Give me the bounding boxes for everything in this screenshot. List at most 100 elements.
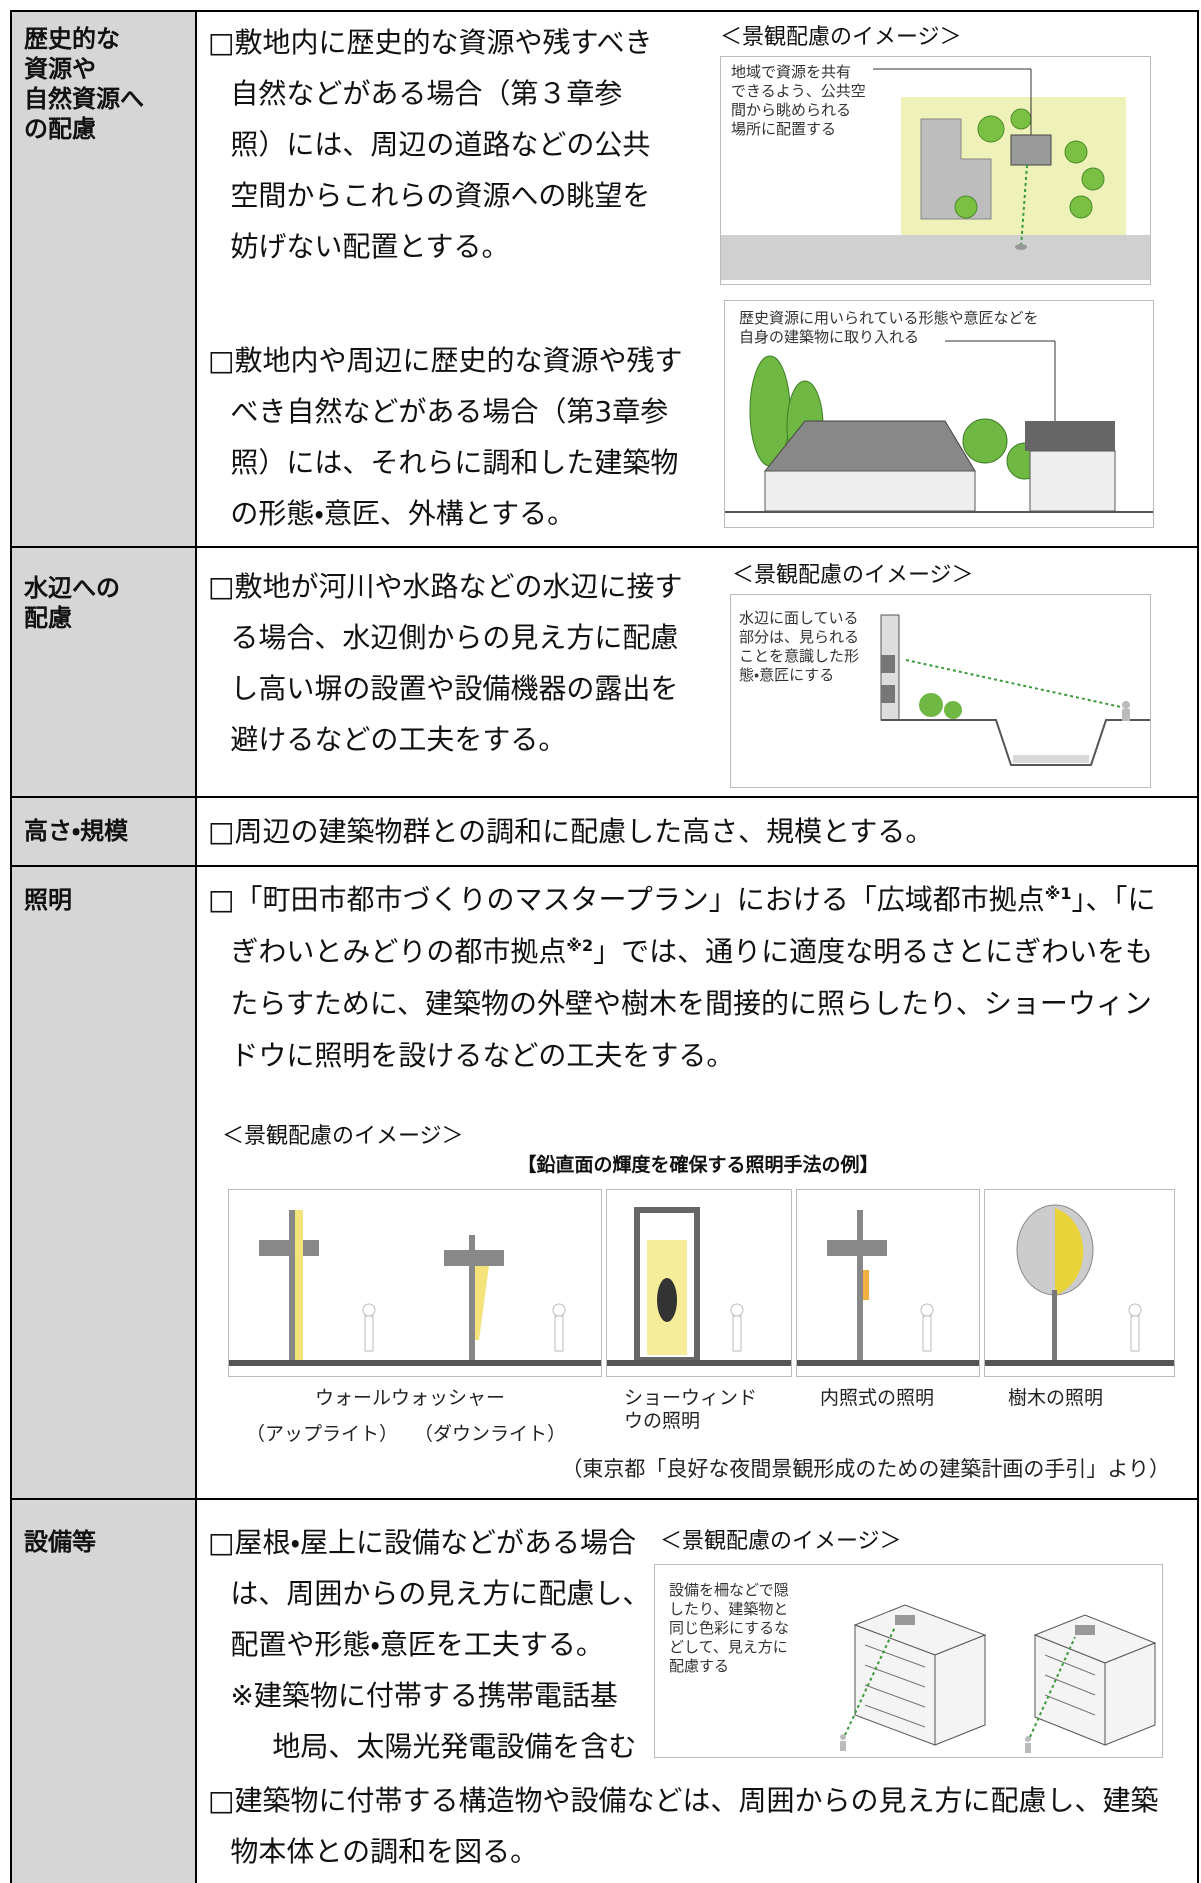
text-line: 歴史資源に用いられている形態や意匠などを	[739, 309, 1039, 327]
item: □敷地が河川や水路などの水辺に接する場合、水辺側からの見え方に配慮 し高い塀の設置…	[208, 561, 682, 765]
illustration	[229, 1210, 601, 1366]
text-line: 資源や	[24, 55, 96, 83]
row-heading: 照明	[24, 885, 72, 915]
text-line: 場所に配置する	[731, 120, 837, 138]
panel-label: 樹木の照明	[1008, 1387, 1103, 1410]
text-line: 地域で資源を共有	[731, 63, 852, 81]
text-line: 内照式の照明	[820, 1387, 935, 1409]
text-line: 水辺に面している	[739, 609, 859, 627]
illustration	[797, 1210, 979, 1366]
figure-label: 歴史資源に用いられている形態や意匠などを 自身の建築物に取り入れる	[739, 309, 1039, 347]
text-line: る場合、水辺側からの見え方に配慮	[230, 621, 679, 654]
text-line: 照）には、周辺の道路などの公共	[230, 128, 651, 161]
text-line: したり、建築物と	[669, 1600, 789, 1618]
text-line: べき自然などがある場合（第3章参	[230, 395, 669, 428]
text-line: 自然資源へ	[24, 85, 144, 113]
text-segment: ぎわいとみどりの都市拠点	[230, 935, 567, 968]
text-line: 照）には、それらに調和した建築物	[230, 446, 679, 479]
text-line: 配慮	[24, 604, 72, 632]
text-line: できるよう、公共空	[731, 82, 866, 100]
text-line: し高い塀の設置や設備機器の露出を	[230, 672, 679, 705]
item: □敷地内や周辺に歴史的な資源や残す べき自然などがある場合（第3章参 照）には、それ…	[208, 335, 682, 539]
figure-label: 地域で資源を共有 できるよう、公共空 間から眺められる 場所に配置する	[731, 63, 866, 139]
text-line: は、周囲からの見え方に配慮し、	[230, 1577, 651, 1610]
lighting-panel	[984, 1189, 1175, 1377]
text-line: の配慮	[24, 115, 96, 143]
panel-sub-label: （ダウンライト）	[414, 1423, 567, 1445]
text-line: ことを意識した形	[739, 647, 860, 665]
item: □周辺の建築物群との調和に配慮した高さ、規模とする。	[208, 806, 933, 857]
text-line: ウの照明	[624, 1410, 701, 1432]
table-border	[10, 10, 1199, 1883]
text-line: 配慮する	[669, 1657, 730, 1675]
row-heading: 高さ・規模	[24, 816, 128, 846]
item: □建築物に付帯する構造物や設備などは、周囲からの見え方に配慮し、建築 物本体との調…	[208, 1775, 1158, 1877]
panel-sub-label: （アップライト）	[246, 1423, 399, 1445]
text-line: 照明	[24, 886, 72, 914]
illustration	[985, 1204, 1174, 1366]
illustration	[721, 68, 1150, 280]
text-line: 避けるなどの工夫をする。	[230, 723, 567, 756]
text-line: 自然などがある場合（第３章参	[230, 77, 623, 110]
text-line: 空間からこれらの資源への眺望を	[230, 179, 651, 212]
item: □屋根・屋上に設備などがある場合は、周囲からの見え方に配慮し、 配置や形態・意匠を…	[208, 1517, 650, 1772]
figure: 地域で資源を共有 できるよう、公共空 間から眺められる 場所に配置する	[720, 56, 1151, 285]
text-line: □「町田市都市づくりのマスタープラン」における「広域都市拠点※1」、「に	[208, 874, 1155, 926]
lighting-panel	[228, 1189, 602, 1377]
text-line: ※建築物に付帯する携帯電話基	[230, 1679, 618, 1712]
row-divider	[10, 546, 1197, 548]
text-line: 歴史的な	[24, 25, 120, 53]
text-line: 地局、太陽光発電設備を含む	[272, 1730, 637, 1763]
footnote-mark: ※1	[1044, 884, 1072, 903]
text-line: どして、見え方に	[669, 1638, 788, 1656]
text-segment: 」、「に	[1071, 883, 1156, 916]
image-caption: ＜景観配慮のイメージ＞	[222, 1124, 464, 1149]
text-line: ショーウィンド	[624, 1387, 758, 1409]
figure: 設備を柵などで隠 したり、建築物と 同じ色彩にするな どして、見え方に 配慮する	[654, 1564, 1163, 1758]
text-line: □周辺の建築物群との調和に配慮した高さ、規模とする。	[208, 815, 934, 848]
text-line: 部分は、見られる	[739, 628, 860, 646]
column-divider	[195, 10, 197, 1883]
text-line: 樹木の照明	[1008, 1387, 1104, 1409]
text-line: 配置や形態・意匠を工夫する。	[230, 1628, 604, 1661]
panel-label: ウォールウォッシャー	[315, 1387, 505, 1410]
text-line: □屋根・屋上に設備などがある場合	[208, 1526, 636, 1559]
source-note: （東京都「良好な夜間景観形成のための建築計画の手引」より）	[561, 1457, 1170, 1481]
footnote-mark: ※2	[566, 936, 594, 955]
lighting-panel	[606, 1189, 792, 1377]
text-line: 自身の建築物に取り入れる	[739, 328, 920, 346]
image-caption: ＜景観配慮のイメージ＞	[732, 563, 974, 588]
text-line: 態・意匠にする	[739, 666, 835, 684]
row-divider	[10, 1498, 1197, 1500]
text-line: □敷地内に歴史的な資源や残すべき	[208, 26, 653, 59]
row-heading: 設備等	[24, 1527, 96, 1557]
figure-label: 設備を柵などで隠 したり、建築物と 同じ色彩にするな どして、見え方に 配慮する	[669, 1581, 789, 1676]
text-line: 間から眺められる	[731, 101, 852, 119]
panel-label: ショーウィンド ウの照明	[624, 1387, 757, 1433]
row-divider	[10, 796, 1197, 798]
text-line: ウォールウォッシャー	[314, 1387, 506, 1409]
text-line: 高さ・規模	[24, 817, 129, 845]
figure: 歴史資源に用いられている形態や意匠などを 自身の建築物に取り入れる	[724, 300, 1154, 528]
lighting-panel	[796, 1189, 980, 1377]
text-line: ドウに照明を設けるなどの工夫をする。	[230, 1039, 735, 1072]
row-heading: 歴史的な 資源や 自然資源へ の配慮	[24, 24, 144, 144]
row-heading: 水辺への 配慮	[24, 573, 120, 633]
text-line: 設備を柵などで隠	[669, 1581, 789, 1599]
text-line: □敷地が河川や水路などの水辺に接す	[208, 570, 683, 603]
illustration	[880, 614, 1150, 766]
text-line: 物本体との調和を図る。	[230, 1835, 539, 1868]
panel-label: 内照式の照明	[820, 1387, 934, 1410]
heading-column	[10, 10, 195, 1883]
text-line: 設備等	[24, 1528, 96, 1556]
text-line: の形態・意匠、外構とする。	[230, 497, 576, 530]
text-line: ぎわいとみどりの都市拠点※2」では、通りに適度な明るさとにぎわいをも	[208, 926, 1155, 978]
illustration	[840, 1604, 1157, 1753]
illustration	[725, 340, 1153, 513]
item: □「町田市都市づくりのマスタープラン」における「広域都市拠点※1」、「に ぎわいと…	[208, 874, 1155, 1082]
text-line: 水辺への	[24, 574, 120, 602]
image-caption: ＜景観配慮のイメージ＞	[720, 25, 962, 50]
